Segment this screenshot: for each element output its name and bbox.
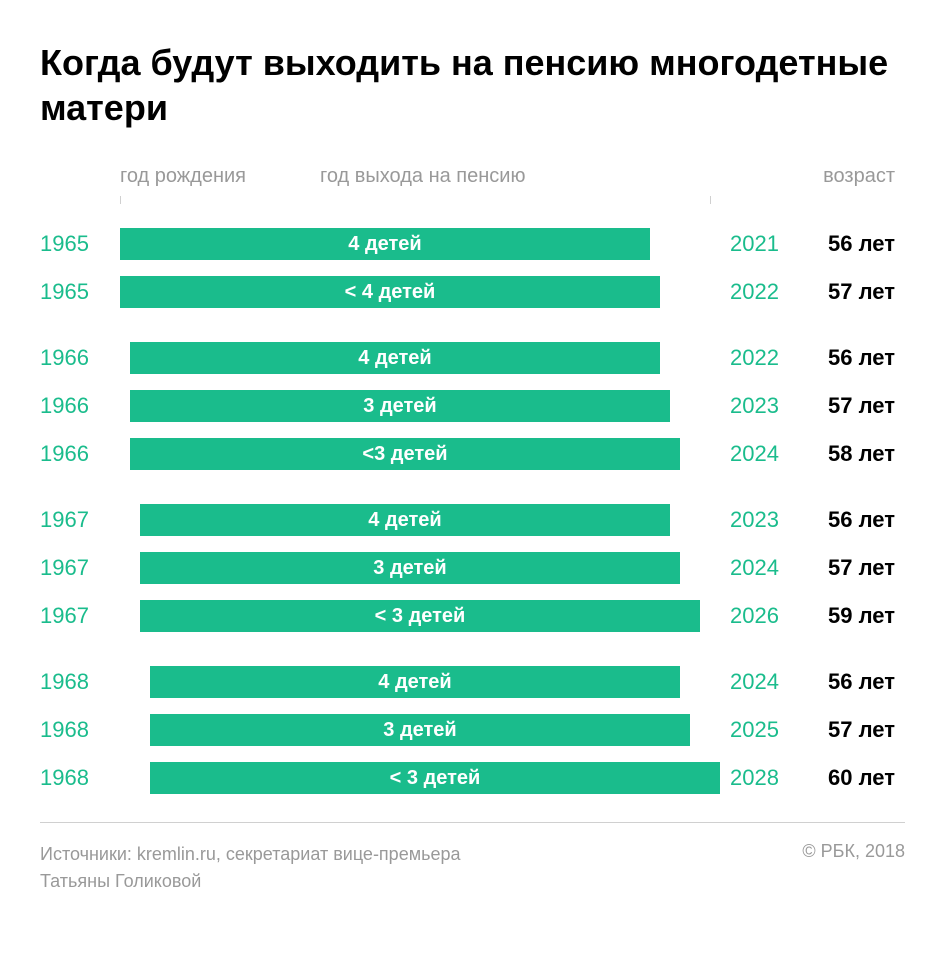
retire-year: 2028 (720, 765, 800, 791)
bar: 4 детей (120, 228, 650, 260)
bar-area: < 3 детей (120, 762, 720, 794)
chart-row: 19654 детей 202156 лет (40, 222, 905, 266)
row-group: 19654 детей 202156 лет 1965< 4 детей 202257… (40, 222, 905, 314)
birth-year: 1968 (40, 669, 120, 695)
age-value: 57 лет (800, 279, 905, 305)
bar: < 3 детей (150, 762, 720, 794)
bar: 4 детей (140, 504, 670, 536)
birth-year: 1965 (40, 231, 120, 257)
birth-year: 1966 (40, 345, 120, 371)
birth-year: 1968 (40, 717, 120, 743)
bar-area: 3 детей (120, 390, 720, 422)
age-value: 56 лет (800, 507, 905, 533)
age-value: 58 лет (800, 441, 905, 467)
bar: 3 детей (130, 390, 670, 422)
bar: 3 детей (150, 714, 690, 746)
age-value: 57 лет (800, 717, 905, 743)
sources-line-2: Татьяны Голиковой (40, 868, 461, 895)
retire-year: 2024 (720, 555, 800, 581)
chart-row: 1968 3 детей 202557 лет (40, 708, 905, 752)
chart-row: 1967 4 детей 202356 лет (40, 498, 905, 542)
bar-area: 4 детей (120, 504, 720, 536)
birth-year: 1966 (40, 393, 120, 419)
retire-year: 2023 (720, 507, 800, 533)
retire-year: 2024 (720, 441, 800, 467)
age-value: 57 лет (800, 555, 905, 581)
chart-title: Когда будут выходить на пенсию многодетн… (40, 40, 905, 130)
chart-body: 19654 детей202156 лет1965< 4 детей202257… (40, 222, 905, 800)
birth-year: 1965 (40, 279, 120, 305)
chart-row: 1968 < 3 детей202860 лет (40, 756, 905, 800)
retire-year: 2026 (720, 603, 800, 629)
retire-year: 2021 (720, 231, 800, 257)
column-headers: год рождения год выхода на пенсию возрас… (40, 165, 905, 188)
age-value: 56 лет (800, 345, 905, 371)
bar-area: 4 детей (120, 342, 720, 374)
row-group: 1967 4 детей 202356 лет 1967 3 детей 202457 л… (40, 498, 905, 638)
bar-area: < 3 детей (120, 600, 720, 632)
bar-area: 4 детей (120, 666, 720, 698)
age-value: 59 лет (800, 603, 905, 629)
chart-row: 1966 <3 детей 202458 лет (40, 432, 905, 476)
birth-year: 1968 (40, 765, 120, 791)
birth-year: 1967 (40, 603, 120, 629)
row-group: 1968 4 детей 202456 лет 1968 3 детей 202557 л… (40, 660, 905, 800)
chart-row: 1965< 4 детей 202257 лет (40, 270, 905, 314)
footer: Источники: kremlin.ru, секретариат вице-… (40, 822, 905, 895)
bar: < 4 детей (120, 276, 660, 308)
bar-area: 3 детей (120, 552, 720, 584)
chart-row: 1966 3 детей 202357 лет (40, 384, 905, 428)
tick-right (710, 196, 711, 204)
chart-row: 1967 < 3 детей 202659 лет (40, 594, 905, 638)
sources: Источники: kremlin.ru, секретариат вице-… (40, 841, 461, 895)
birth-year: 1966 (40, 441, 120, 467)
retire-year: 2022 (720, 345, 800, 371)
bar-area: < 4 детей (120, 276, 720, 308)
credit: © РБК, 2018 (802, 841, 905, 862)
age-value: 57 лет (800, 393, 905, 419)
bar-area: <3 детей (120, 438, 720, 470)
header-age: возраст (700, 165, 905, 188)
bar-area: 4 детей (120, 228, 720, 260)
age-value: 56 лет (800, 669, 905, 695)
chart-row: 1967 3 детей 202457 лет (40, 546, 905, 590)
retire-year: 2022 (720, 279, 800, 305)
bar: <3 детей (130, 438, 680, 470)
bar: 3 детей (140, 552, 680, 584)
tick-left (120, 196, 121, 204)
tick-marks (40, 196, 905, 204)
retire-year: 2023 (720, 393, 800, 419)
sources-line-1: Источники: kremlin.ru, секретариат вице-… (40, 841, 461, 868)
retire-year: 2024 (720, 669, 800, 695)
bar: 4 детей (150, 666, 680, 698)
retire-year: 2025 (720, 717, 800, 743)
age-value: 60 лет (800, 765, 905, 791)
bar: < 3 детей (140, 600, 700, 632)
bar-area: 3 детей (120, 714, 720, 746)
birth-year: 1967 (40, 555, 120, 581)
age-value: 56 лет (800, 231, 905, 257)
bar: 4 детей (130, 342, 660, 374)
birth-year: 1967 (40, 507, 120, 533)
row-group: 1966 4 детей 202256 лет 1966 3 детей 202357 л… (40, 336, 905, 476)
chart-row: 1966 4 детей 202256 лет (40, 336, 905, 380)
header-retire-year: год выхода на пенсию (320, 165, 700, 188)
chart-row: 1968 4 детей 202456 лет (40, 660, 905, 704)
header-birth-year: год рождения (40, 165, 320, 188)
